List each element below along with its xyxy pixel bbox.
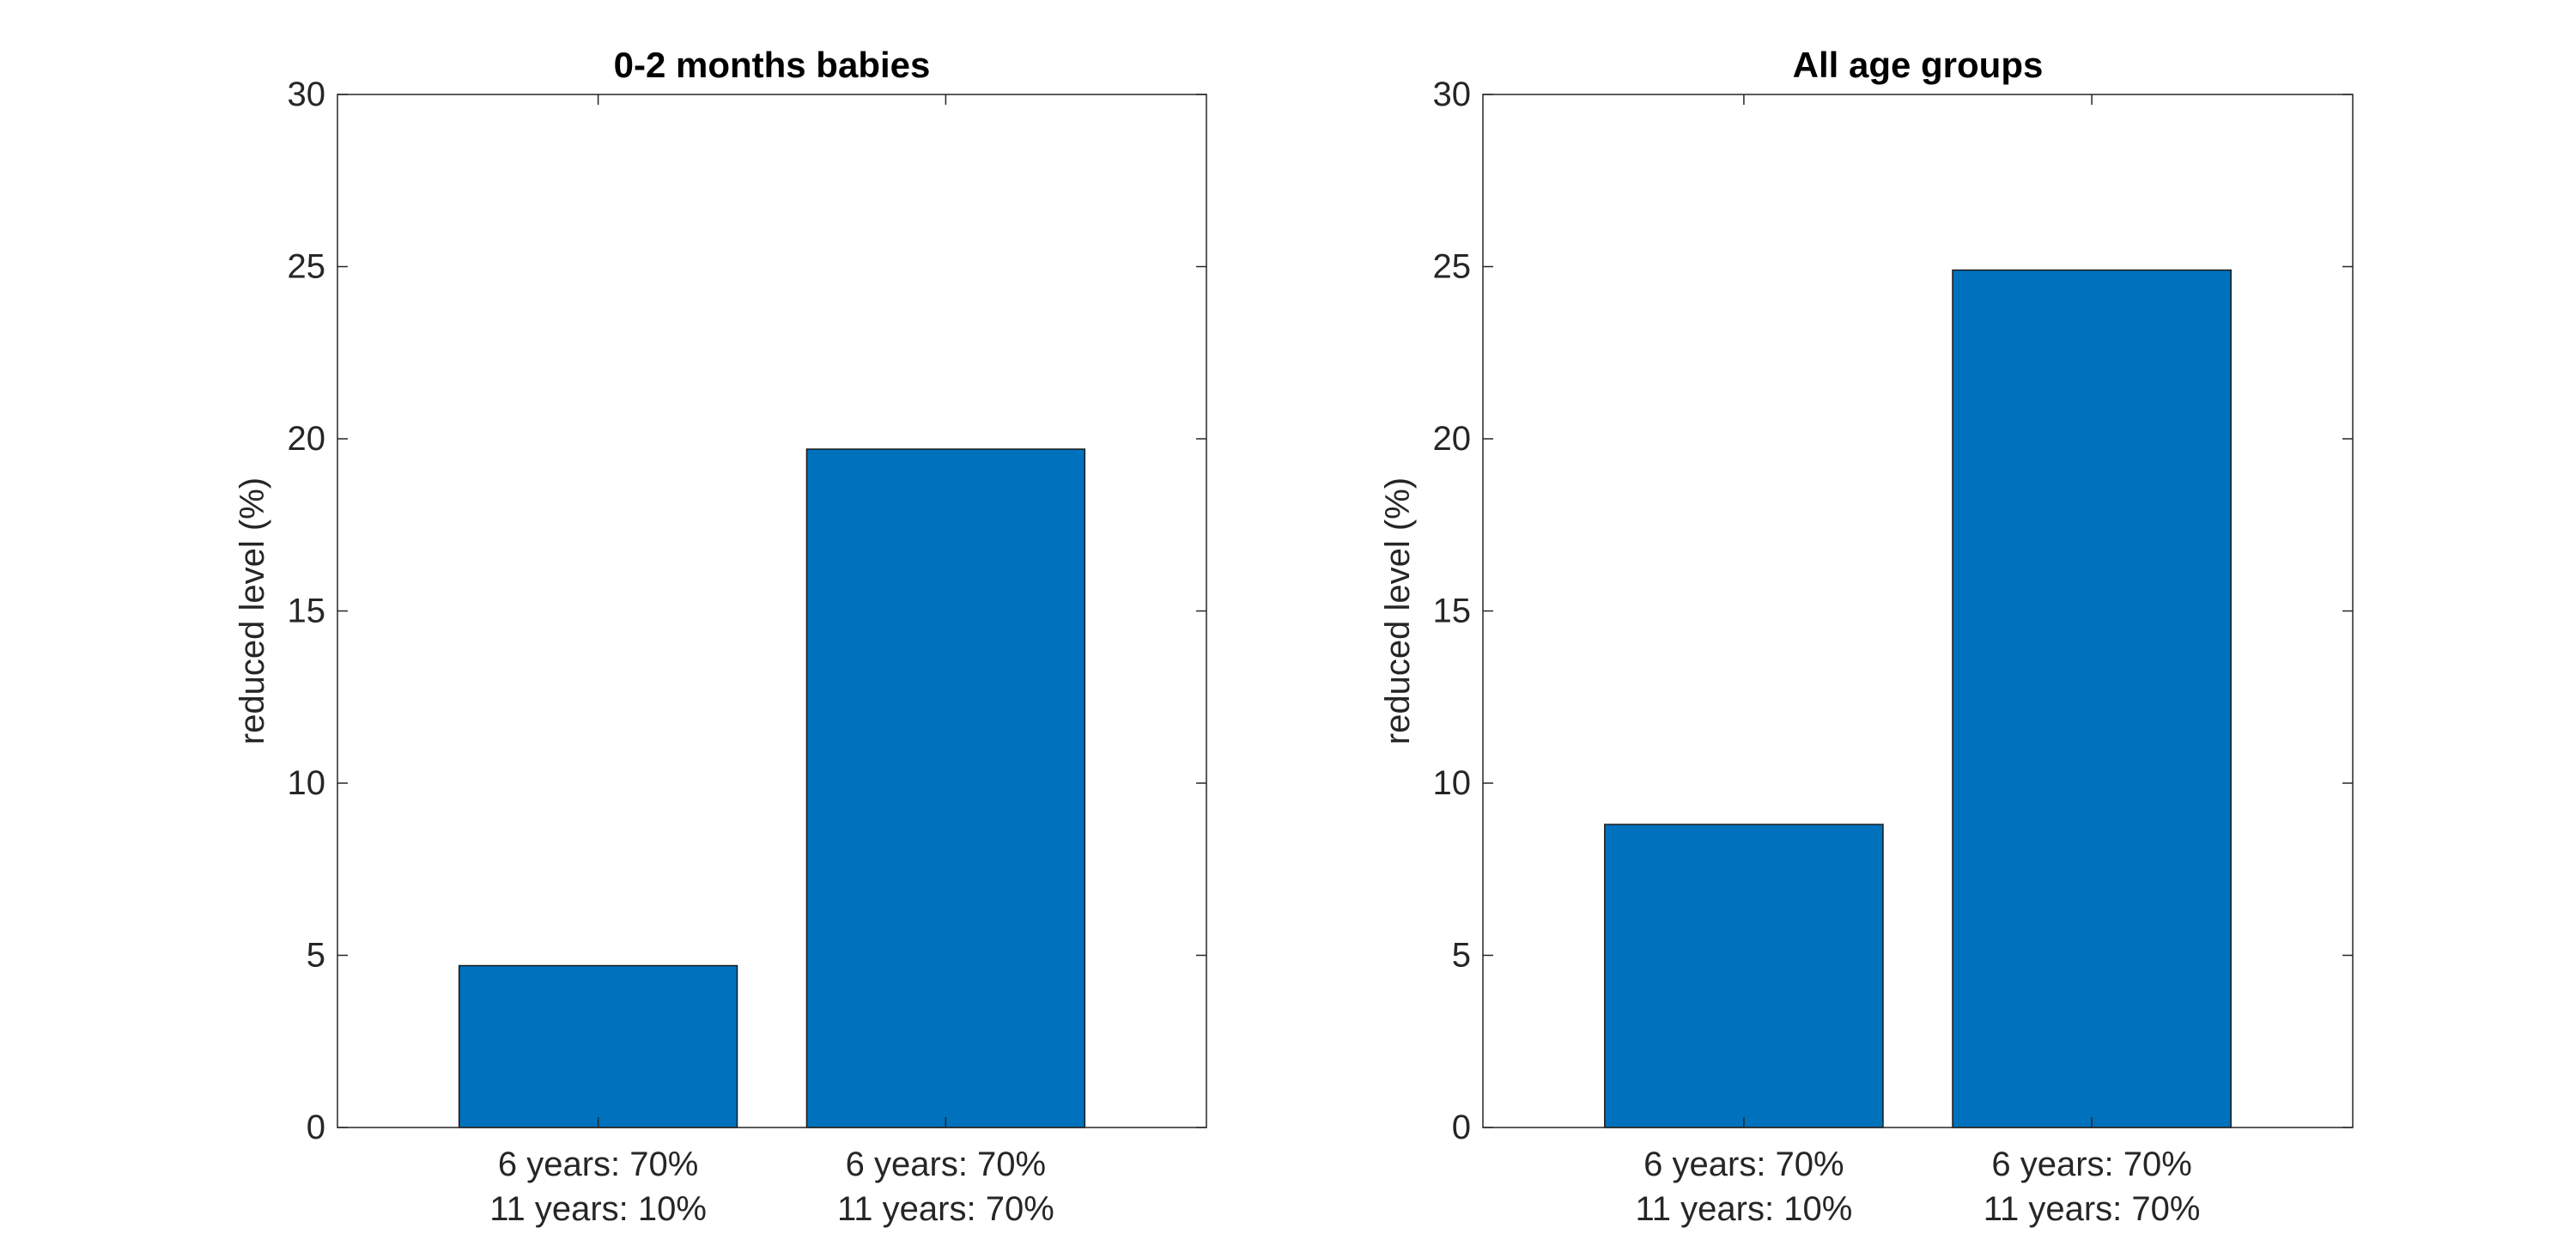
x-tick-label: 6 years: 70% 11 years: 10%	[489, 1146, 707, 1228]
y-tick-label: 0	[1452, 1109, 1471, 1146]
y-tick-label: 5	[307, 937, 325, 975]
bar-1	[1604, 824, 1884, 1128]
y-tick-label: 10	[1433, 764, 1472, 802]
y-tick-label: 5	[1452, 937, 1471, 975]
x-tick-label: 6 years: 70% 11 years: 70%	[1984, 1146, 2201, 1228]
chart-panel-1: 0 5 10 15 20 25 30 6 years: 70% 11 years: 10% 6 y…	[234, 45, 1207, 1228]
y-tick-label: 20	[288, 420, 326, 458]
y-tick-label: 20	[1433, 420, 1472, 458]
chart-title: All age groups	[1793, 45, 2044, 85]
y-tick-label: 30	[1433, 76, 1472, 113]
bar-1	[458, 964, 738, 1128]
y-tick-label: 15	[288, 593, 326, 630]
bar-2	[805, 448, 1086, 1128]
chart-panel-2: 0 5 10 15 20 25 30 6 years: 70% 11 years: 10% 6 y…	[1379, 45, 2354, 1228]
y-tick-label: 30	[288, 76, 326, 113]
x-tick-label: 6 years: 70% 11 years: 70%	[837, 1146, 1054, 1228]
bar-2	[1952, 269, 2232, 1128]
x-tick-label: 6 years: 70% 11 years: 10%	[1636, 1146, 1853, 1228]
y-tick-label: 25	[1433, 248, 1472, 286]
y-axis-label: reduced level (%)	[1379, 477, 1417, 745]
y-tick-label: 25	[288, 248, 326, 286]
y-tick-label: 0	[307, 1109, 325, 1146]
chart-title: 0-2 months babies	[614, 45, 931, 85]
y-tick-label: 15	[1433, 593, 1472, 630]
y-tick-label: 10	[288, 764, 326, 802]
y-axis-label: reduced level (%)	[234, 477, 271, 745]
